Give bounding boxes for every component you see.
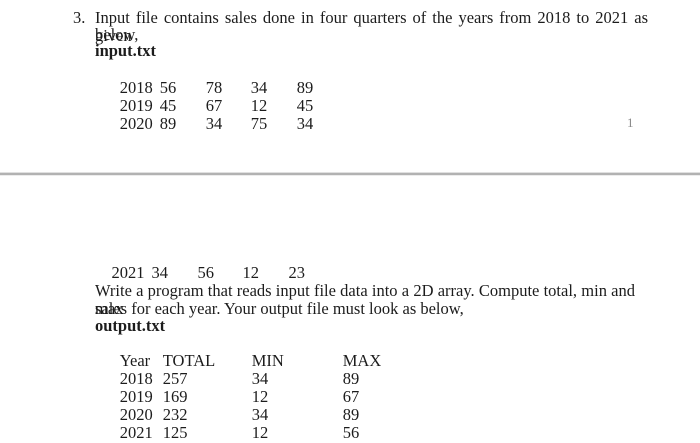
table-cell: 34 — [296, 114, 314, 133]
table-row: 2019 45 67 12 45 — [95, 79, 314, 133]
input-file-label: input.txt — [95, 41, 156, 60]
table-cell: 12 — [242, 263, 260, 282]
table-cell: 2020 — [119, 405, 153, 424]
table-row: 2018 56 78 34 89 — [95, 61, 314, 115]
table-cell: 56 — [342, 423, 360, 442]
problem-number: 3. — [73, 8, 86, 27]
table-cell: 2019 — [119, 387, 153, 406]
table-row: 2018 257 34 89 — [95, 352, 360, 406]
table-cell: 34 — [251, 369, 269, 388]
header-cell: Year — [119, 351, 151, 370]
table-cell: 125 — [162, 423, 188, 442]
table-cell: 2021 — [111, 263, 145, 282]
table-cell: 34 — [250, 78, 268, 97]
table-cell: 34 — [251, 405, 269, 424]
table-cell: 67 — [342, 387, 360, 406]
table-cell: 34 — [205, 114, 223, 133]
table-cell: 12 — [251, 387, 269, 406]
header-cell: MAX — [342, 351, 382, 370]
table-cell: 2018 — [119, 78, 153, 97]
table-cell: 2021 — [119, 423, 153, 442]
table-cell: 2020 — [119, 114, 153, 133]
table-cell: 12 — [250, 96, 268, 115]
table-cell: 2018 — [119, 369, 153, 388]
table-cell: 89 — [159, 114, 177, 133]
table-row: 2020 89 34 75 34 — [95, 97, 314, 151]
output-header-row: Year TOTAL MIN MAX — [95, 334, 382, 388]
table-cell: 56 — [197, 263, 215, 282]
table-cell: 23 — [288, 263, 306, 282]
task-line-2: sales for each year. Your output file mu… — [95, 299, 464, 318]
table-cell: 169 — [162, 387, 188, 406]
task-line-1: Write a program that reads input file da… — [95, 281, 635, 318]
header-cell: MIN — [251, 351, 284, 370]
table-row: 2021 125 12 56 — [95, 406, 360, 443]
intro-line-2: below, — [95, 25, 139, 44]
table-row: 2019 169 12 67 — [95, 370, 360, 424]
table-cell: 2019 — [119, 96, 153, 115]
table-cell: 89 — [342, 369, 360, 388]
table-cell: 257 — [162, 369, 188, 388]
table-row: 2021 34 56 12 23 — [95, 246, 306, 300]
table-cell: 45 — [296, 96, 314, 115]
intro-line-1: Input file contains sales done in four q… — [95, 8, 648, 45]
table-cell: 56 — [159, 78, 177, 97]
page-divider — [0, 172, 700, 176]
table-cell: 89 — [296, 78, 314, 97]
table-row: 2020 232 34 89 — [95, 388, 360, 442]
table-cell: 12 — [251, 423, 269, 442]
header-cell: TOTAL — [162, 351, 216, 370]
table-cell: 45 — [159, 96, 177, 115]
table-cell: 67 — [205, 96, 223, 115]
table-cell: 34 — [151, 263, 169, 282]
table-cell: 232 — [162, 405, 188, 424]
table-cell: 78 — [205, 78, 223, 97]
output-file-label: output.txt — [95, 316, 166, 335]
page-number: 1 — [627, 115, 634, 130]
table-cell: 75 — [250, 114, 268, 133]
table-cell: 89 — [342, 405, 360, 424]
